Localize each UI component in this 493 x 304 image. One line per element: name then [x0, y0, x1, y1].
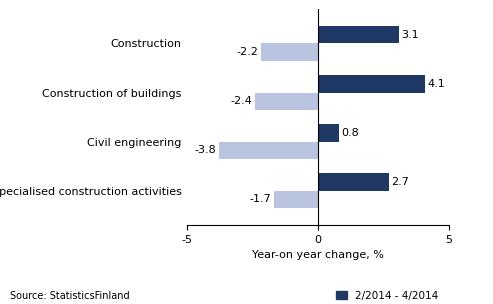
Text: 2.7: 2.7: [391, 177, 409, 187]
Text: -2.2: -2.2: [236, 47, 258, 57]
Bar: [255, 92, 318, 110]
Bar: [274, 191, 318, 208]
Text: -3.8: -3.8: [194, 145, 216, 155]
Text: Source: StatisticsFinland: Source: StatisticsFinland: [10, 291, 130, 301]
Text: 0.8: 0.8: [342, 128, 359, 138]
Text: 3.1: 3.1: [402, 30, 419, 40]
Bar: [318, 26, 399, 43]
Text: 4.1: 4.1: [428, 79, 446, 89]
Bar: [318, 124, 339, 142]
Text: -2.4: -2.4: [231, 96, 253, 106]
X-axis label: Year-on year change, %: Year-on year change, %: [252, 250, 384, 260]
Text: -1.7: -1.7: [249, 194, 271, 204]
Bar: [318, 174, 388, 191]
Bar: [318, 75, 425, 92]
Bar: [260, 43, 318, 60]
Bar: [219, 142, 318, 159]
Legend: 2/2014 - 4/2014, 2/2013 - 4/2013: 2/2014 - 4/2014, 2/2013 - 4/2013: [336, 291, 438, 304]
